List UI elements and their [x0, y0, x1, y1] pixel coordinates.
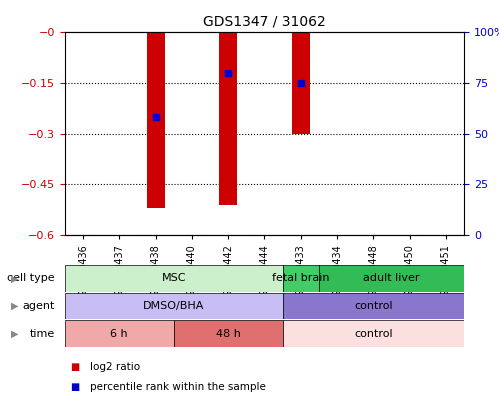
Text: percentile rank within the sample: percentile rank within the sample	[90, 382, 265, 392]
Text: 48 h: 48 h	[216, 328, 241, 339]
Text: fetal brain: fetal brain	[272, 273, 329, 283]
Text: log2 ratio: log2 ratio	[90, 362, 140, 372]
Bar	[292, 32, 310, 134]
Text: cell type: cell type	[7, 273, 55, 283]
Bar	[282, 265, 319, 292]
Bar	[65, 293, 282, 319]
Text: control: control	[354, 301, 393, 311]
Bar	[282, 293, 464, 319]
Bar	[147, 32, 165, 208]
Bar	[65, 265, 282, 292]
Title: GDS1347 / 31062: GDS1347 / 31062	[203, 15, 326, 28]
Bar	[219, 32, 237, 205]
Text: ▶: ▶	[11, 301, 19, 311]
Text: time: time	[29, 328, 55, 339]
Bar	[65, 320, 174, 347]
Text: ▶: ▶	[11, 328, 19, 339]
Text: agent: agent	[22, 301, 55, 311]
Bar	[174, 320, 282, 347]
Text: MSC: MSC	[162, 273, 186, 283]
Text: DMSO/BHA: DMSO/BHA	[143, 301, 205, 311]
Text: ▶: ▶	[11, 273, 19, 283]
Text: adult liver: adult liver	[363, 273, 420, 283]
Text: ■: ■	[70, 362, 79, 372]
Bar	[282, 320, 464, 347]
Bar	[319, 265, 464, 292]
Text: ■: ■	[70, 382, 79, 392]
Text: 6 h: 6 h	[110, 328, 128, 339]
Text: control: control	[354, 328, 393, 339]
